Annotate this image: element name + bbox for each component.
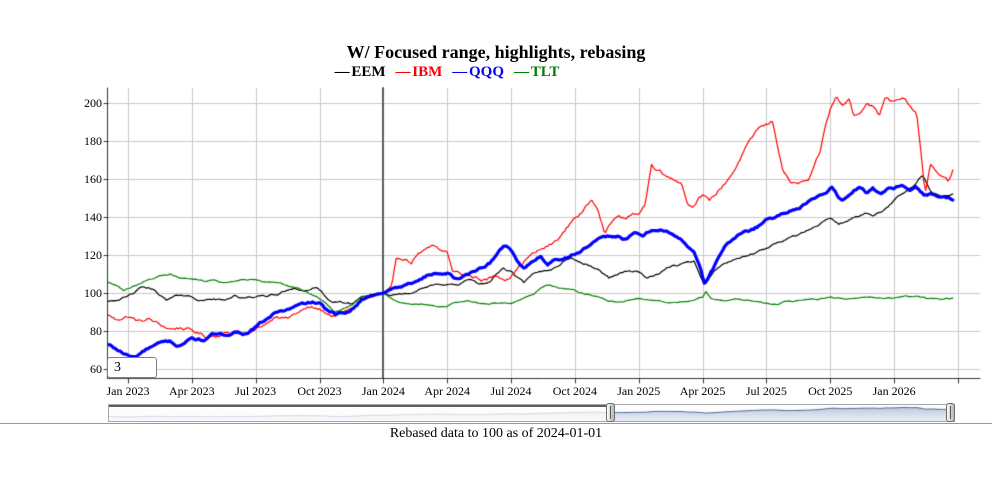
y-tick-label: 80 — [90, 324, 102, 338]
annotation-label: 3 — [114, 360, 121, 375]
x-tick-label: Jul 2023 — [235, 384, 277, 398]
legend-line-swatch: — — [334, 64, 352, 80]
chart-title: W/ Focused range, highlights, rebasing — [346, 42, 646, 62]
x-tick-label: Jan 2025 — [617, 384, 661, 398]
x-tick-label: Jul 2025 — [745, 384, 787, 398]
footer-divider — [0, 423, 992, 424]
x-tick-label: Jan 2023 — [106, 384, 150, 398]
legend-item-EEM: — EEM — [334, 64, 386, 80]
legend-line-swatch: — — [452, 64, 470, 80]
rebase-note: Rebased data to 100 as of 2024-01-01 — [389, 426, 603, 441]
range-selector-veil[interactable] — [109, 405, 610, 421]
y-tick-label: 120 — [84, 248, 102, 262]
x-tick-label: Apr 2023 — [168, 384, 215, 398]
x-tick-label: Jan 2024 — [361, 384, 405, 398]
annotation-box-3[interactable]: 3 — [107, 357, 157, 378]
x-tick-label: Apr 2024 — [424, 384, 471, 398]
handle-grip-line — [950, 406, 951, 419]
x-tick-label: Oct 2024 — [552, 384, 598, 398]
chart-legend: — EEM — IBM — QQQ — TLT — [330, 64, 565, 81]
x-tick-label: Oct 2023 — [297, 384, 342, 398]
legend-item-IBM: — IBM — [395, 64, 443, 80]
y-tick-label: 140 — [84, 210, 102, 224]
y-tick-label: 200 — [84, 96, 102, 110]
range-selector[interactable] — [108, 403, 955, 422]
y-tick-label: 160 — [84, 172, 102, 186]
x-tick-label: Oct 2025 — [808, 384, 853, 398]
legend-item-TLT: — TLT — [514, 64, 560, 80]
y-tick-label: 180 — [84, 134, 102, 148]
y-tick-label: 100 — [84, 286, 102, 300]
range-selector-left-handle[interactable] — [606, 403, 615, 422]
x-tick-label: Jul 2024 — [490, 384, 532, 398]
range-selector-right-handle[interactable] — [946, 403, 955, 422]
x-tick-label: Jan 2026 — [872, 384, 916, 398]
handle-grip-line — [610, 406, 611, 419]
legend-line-swatch: — — [395, 64, 413, 80]
y-tick-label: 60 — [90, 362, 102, 376]
legend-item-QQQ: — QQQ — [452, 64, 505, 80]
legend-line-swatch: — — [514, 64, 531, 80]
x-tick-label: Apr 2025 — [679, 384, 726, 398]
